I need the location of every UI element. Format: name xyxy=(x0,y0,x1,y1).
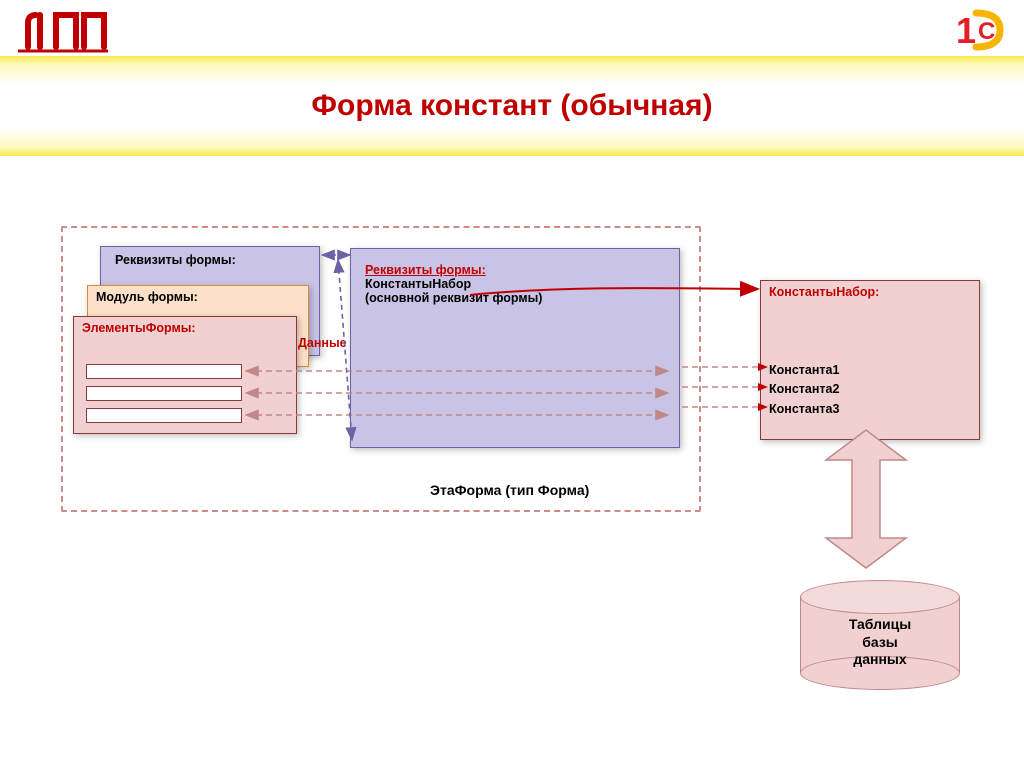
title-band: Форма констант (обычная) xyxy=(0,56,1024,156)
page-title: Форма констант (обычная) xyxy=(311,89,712,123)
db-cylinder: Таблицы базы данных xyxy=(800,580,960,690)
cylinder-line: Таблицы xyxy=(800,616,960,634)
diagram-stage: ЭтаФорма (тип Форма) Реквизиты формы: Ко… xyxy=(0,160,1024,767)
header-bar: 1 С xyxy=(0,0,1024,56)
cylinder-line: данных xyxy=(800,651,960,669)
svg-text:С: С xyxy=(978,18,995,45)
svg-text:1: 1 xyxy=(956,10,976,51)
logo-left xyxy=(18,7,108,53)
cylinder-line: базы xyxy=(800,634,960,652)
logo-right: 1 С xyxy=(954,7,1006,53)
